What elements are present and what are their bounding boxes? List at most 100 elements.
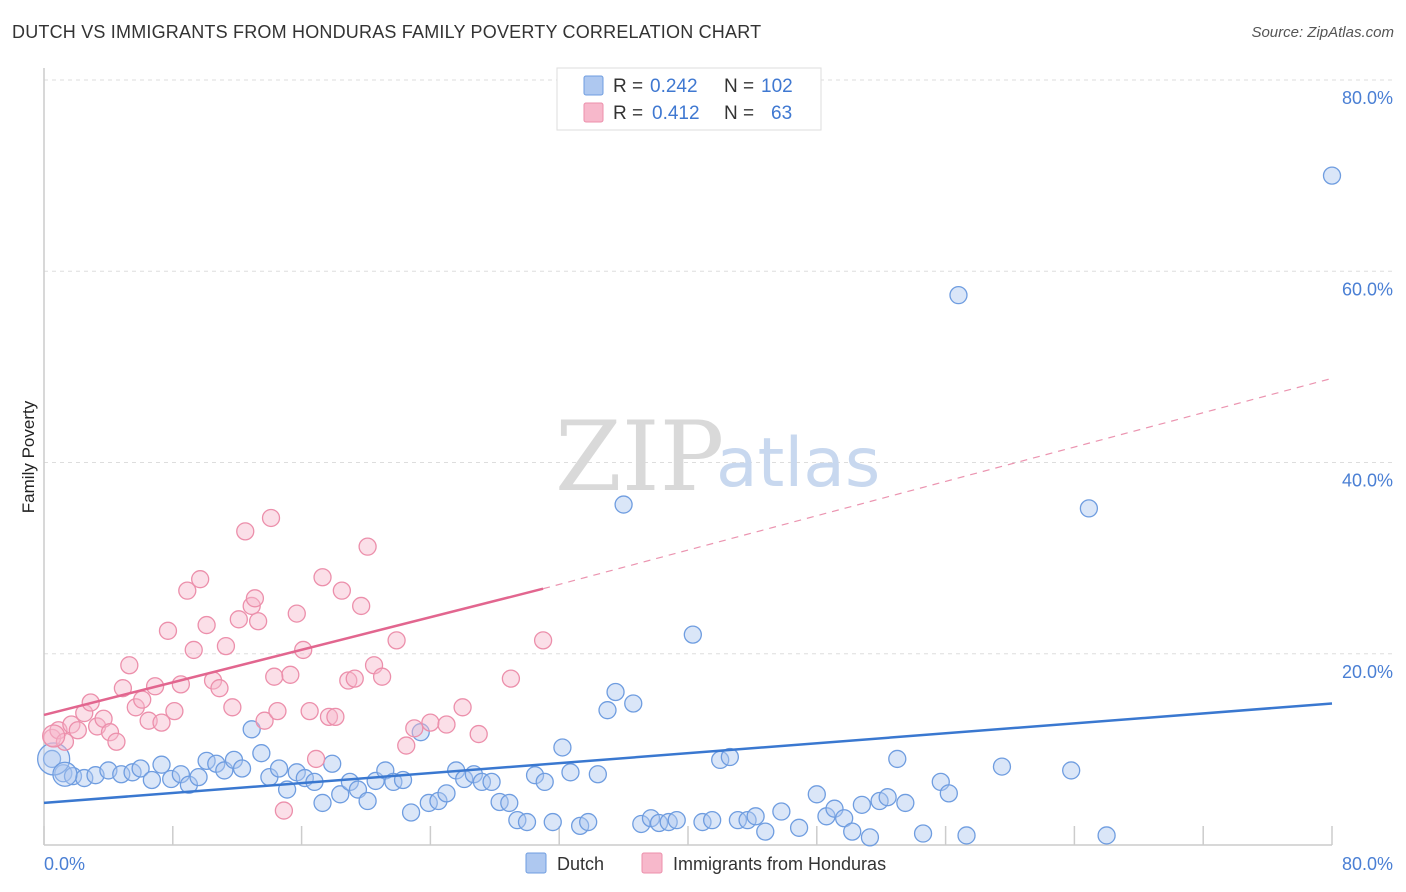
y-tick-label-60: 60.0% xyxy=(1342,279,1393,299)
honduras-point-56 xyxy=(437,715,456,734)
dutch-point-85 xyxy=(852,795,872,814)
honduras-point-46 xyxy=(339,671,358,690)
dutch-point-54 xyxy=(543,812,562,832)
dutch-point-68 xyxy=(667,810,686,830)
honduras-point-35 xyxy=(268,701,287,721)
dutch-point-49 xyxy=(500,793,519,813)
honduras-point-41 xyxy=(306,749,326,769)
dutch-point-99 xyxy=(1097,826,1116,845)
x-tick-label-min: 0.0% xyxy=(44,854,85,874)
honduras-point-34 xyxy=(261,508,281,528)
honduras-point-44 xyxy=(326,707,345,727)
honduras-point-14 xyxy=(133,690,152,709)
dutch-cluster-point xyxy=(52,761,78,787)
dutch-point-6 xyxy=(112,765,131,784)
dutch-point-71 xyxy=(703,810,722,830)
honduras-point-38 xyxy=(287,604,306,623)
honduras-n-label: N = xyxy=(724,103,754,124)
honduras-trend-extension xyxy=(542,377,1333,590)
dutch-r-value: 0.242 xyxy=(650,76,698,97)
dutch-point-97 xyxy=(1062,761,1081,780)
dutch-point-63 xyxy=(624,694,643,713)
honduras-point-48 xyxy=(352,596,371,616)
honduras-series-label: Immigrants from Honduras xyxy=(673,854,886,874)
dutch-point-79 xyxy=(789,818,809,837)
honduras-trend-line xyxy=(43,587,544,717)
dutch-point-59 xyxy=(588,765,607,784)
dutch-n-value: 102 xyxy=(761,76,793,97)
honduras-series-swatch xyxy=(641,852,663,874)
honduras-point-9 xyxy=(100,723,120,742)
dutch-point-55 xyxy=(553,738,572,757)
y-tick-label-20: 20.0% xyxy=(1342,662,1393,682)
honduras-point-21 xyxy=(178,581,197,600)
honduras-point-29 xyxy=(229,610,248,629)
dutch-point-80 xyxy=(807,785,826,804)
trend-lines xyxy=(43,377,1333,805)
dutch-point-11 xyxy=(162,769,181,789)
dutch-point-46 xyxy=(472,772,492,792)
dutch-point-98 xyxy=(1079,499,1099,518)
honduras-point-54 xyxy=(405,719,424,738)
dutch-point-51 xyxy=(517,812,537,832)
watermark-atlas: atlas xyxy=(716,424,880,503)
honduras-point-32 xyxy=(248,612,268,631)
dutch-point-86 xyxy=(860,828,880,847)
honduras-point-28 xyxy=(223,698,242,717)
watermark-zip: ZIP xyxy=(555,401,724,513)
honduras-point-11 xyxy=(113,679,133,698)
dutch-r-label: R = xyxy=(613,76,643,97)
dutch-point-60 xyxy=(598,701,617,720)
dutch-n-label: N = xyxy=(724,76,754,97)
honduras-point-18 xyxy=(158,621,178,640)
dutch-point-76 xyxy=(746,807,765,826)
dutch-point-56 xyxy=(561,763,580,782)
dutch-point-53 xyxy=(535,772,554,792)
honduras-point-36 xyxy=(274,801,294,820)
dutch-point-64 xyxy=(632,814,651,834)
dutch-point-10 xyxy=(152,755,171,774)
dutch-point-21 xyxy=(252,744,271,763)
dutch-cluster-point xyxy=(37,742,71,776)
dutch-point-100 xyxy=(1322,166,1342,185)
stats-legend: R = 0.242 N = 102 R = 0.412 N = 63 xyxy=(556,67,822,131)
honduras-point-51 xyxy=(372,667,392,686)
dutch-point-77 xyxy=(756,822,775,841)
gridlines xyxy=(44,79,1392,655)
dutch-point-78 xyxy=(772,802,791,821)
dutch-point-13 xyxy=(179,775,199,794)
honduras-point-27 xyxy=(216,636,236,656)
chart-title: DUTCH VS IMMIGRANTS FROM HONDURAS FAMILY… xyxy=(12,22,762,42)
dutch-point-14 xyxy=(189,767,208,787)
honduras-point-47 xyxy=(345,669,364,688)
y-axis-label: Family Poverty xyxy=(19,400,38,513)
honduras-point-61 xyxy=(245,589,265,608)
honduras-point-23 xyxy=(191,570,210,589)
honduras-point-10 xyxy=(107,732,126,751)
dutch-point-33 xyxy=(358,791,377,811)
dutch-point-89 xyxy=(888,749,907,769)
dutch-point-96 xyxy=(992,757,1012,776)
honduras-point-45 xyxy=(332,581,352,600)
honduras-point-60 xyxy=(533,631,553,650)
honduras-point-49 xyxy=(358,537,377,556)
dutch-point-91 xyxy=(913,824,933,843)
dutch-point-84 xyxy=(843,822,862,841)
dutch-point-66 xyxy=(649,813,669,833)
dutch-legend-swatch xyxy=(583,75,604,96)
honduras-cluster-point xyxy=(42,724,66,748)
dutch-series-label: Dutch xyxy=(557,854,604,874)
dutch-point-42 xyxy=(437,784,456,803)
dutch-point-47 xyxy=(482,772,501,792)
honduras-point-40 xyxy=(300,701,319,721)
dutch-point-30 xyxy=(331,785,350,804)
honduras-point-30 xyxy=(236,522,255,541)
y-tick-label-80: 80.0% xyxy=(1342,88,1393,108)
dutch-point-58 xyxy=(579,812,598,832)
honduras-point-19 xyxy=(165,701,184,721)
honduras-r-label: R = xyxy=(613,103,643,124)
dutch-point-28 xyxy=(313,793,332,813)
source-credit: Source: ZipAtlas.com xyxy=(1251,24,1394,41)
dutch-point-38 xyxy=(401,803,421,822)
